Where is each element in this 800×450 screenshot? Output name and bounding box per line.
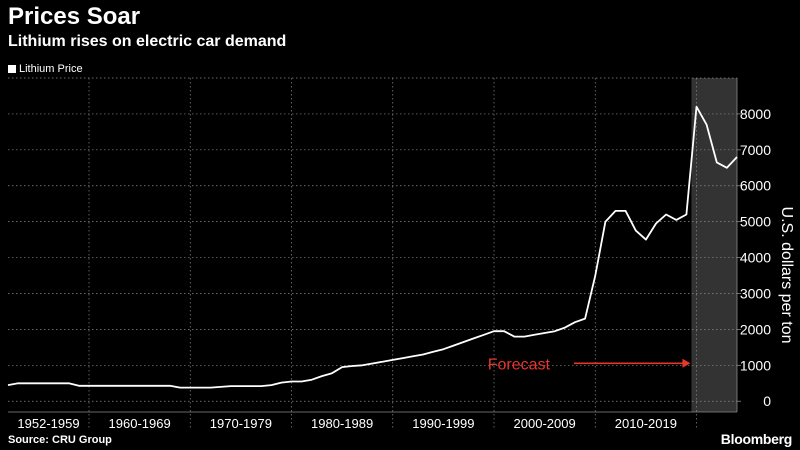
y-tick-label: 5000 <box>740 214 771 230</box>
grid-layer <box>8 77 737 430</box>
axis-layer: 0 1000 2000 3000 4000 5000 6000 7000 8000 1952-19… <box>8 78 795 431</box>
series-line-lithium-price <box>7 105 738 389</box>
x-tick-label: 1990-1999 <box>412 416 474 431</box>
y-tick-label: 6000 <box>740 178 771 194</box>
source-note: Source: CRU Group <box>8 434 112 446</box>
forecast-label: Forecast <box>488 356 551 373</box>
forecast-region-layer <box>691 78 737 412</box>
x-tick-label: 1960-1969 <box>109 416 171 431</box>
annotation-layer: Forecast <box>488 356 691 373</box>
legend-label: Lithium Price <box>19 63 83 75</box>
series-layer <box>7 105 738 389</box>
y-tick-label: 0 <box>763 393 771 409</box>
x-tick-label: 1980-1989 <box>311 416 373 431</box>
y-tick-label: 8000 <box>740 106 771 122</box>
x-tick-label: 1970-1979 <box>210 416 272 431</box>
legend-swatch <box>8 65 16 73</box>
y-tick-label: 3000 <box>740 285 771 301</box>
brand-logo: Bloomberg <box>720 431 793 447</box>
forecast-arrow-head <box>682 358 691 368</box>
x-tick-label: 1952-1959 <box>17 416 79 431</box>
y-axis-label: U.S. dollars per ton <box>778 207 795 344</box>
chart-subtitle: Lithium rises on electric car demand <box>8 33 287 50</box>
legend: Lithium Price <box>8 62 83 76</box>
x-tick-label: 2000-2009 <box>514 416 576 431</box>
y-tick-label: 2000 <box>740 321 771 337</box>
chart-title: Prices Soar <box>8 3 141 30</box>
y-tick-label: 1000 <box>740 357 771 373</box>
y-tick-label: 7000 <box>740 142 771 158</box>
x-tick-label: 2010-2019 <box>615 416 677 431</box>
y-tick-label: 4000 <box>740 250 771 266</box>
forecast-region <box>691 78 737 412</box>
